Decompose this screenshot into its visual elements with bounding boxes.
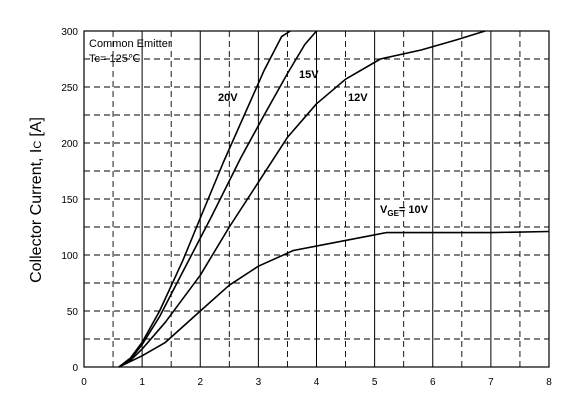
x-tick-labels: 0 1 2 3 4 5 6 7 8 xyxy=(81,377,552,388)
x-tick-label: 5 xyxy=(372,377,378,388)
series-label-vge-sub: GE xyxy=(387,209,399,218)
curves xyxy=(118,30,550,368)
y-tick-label: 50 xyxy=(67,307,79,318)
series-label-20v: 20V xyxy=(218,92,238,104)
plot-frame xyxy=(83,30,550,368)
annotation-tc: Tc= 125℃ xyxy=(89,53,140,65)
y-tick-labels: 0 50 100 150 200 250 300 xyxy=(61,27,78,374)
series-label-vge10v: VGE= 10V xyxy=(380,204,429,218)
series-line-1 xyxy=(118,30,318,368)
y-axis-label-main: Collector Current, I xyxy=(28,149,45,283)
y-tick-label: 300 xyxy=(61,27,78,38)
x-tick-label: 4 xyxy=(314,377,320,388)
y-tick-label: 100 xyxy=(61,251,78,262)
x-tick-label: 1 xyxy=(139,377,145,388)
annotation-common-emitter: Common Emitter xyxy=(89,38,172,50)
x-tick-label: 3 xyxy=(256,377,262,388)
series-label-vge-tail: = 10V xyxy=(399,204,429,216)
x-tick-label: 0 xyxy=(81,377,87,388)
y-axis-label-unit: [A] xyxy=(28,117,45,137)
x-tick-label: 2 xyxy=(197,377,203,388)
x-tick-label: 8 xyxy=(546,377,552,388)
series-line-2 xyxy=(118,30,486,368)
grid xyxy=(84,31,549,367)
y-tick-label: 0 xyxy=(72,363,78,374)
y-tick-label: 150 xyxy=(61,195,78,206)
x-tick-label: 7 xyxy=(488,377,494,388)
series-line-3 xyxy=(118,230,550,368)
series-line-0 xyxy=(118,30,291,368)
series-label-vge-v: V xyxy=(380,204,388,216)
series-label-15v: 15V xyxy=(299,69,319,81)
y-tick-label: 250 xyxy=(61,83,78,94)
y-axis-label: Collector Current, IC [A] xyxy=(28,117,45,283)
x-tick-label: 6 xyxy=(430,377,436,388)
y-axis-label-sub: C xyxy=(32,141,44,149)
y-tick-label: 200 xyxy=(61,139,78,150)
series-label-12v: 12V xyxy=(348,92,368,104)
